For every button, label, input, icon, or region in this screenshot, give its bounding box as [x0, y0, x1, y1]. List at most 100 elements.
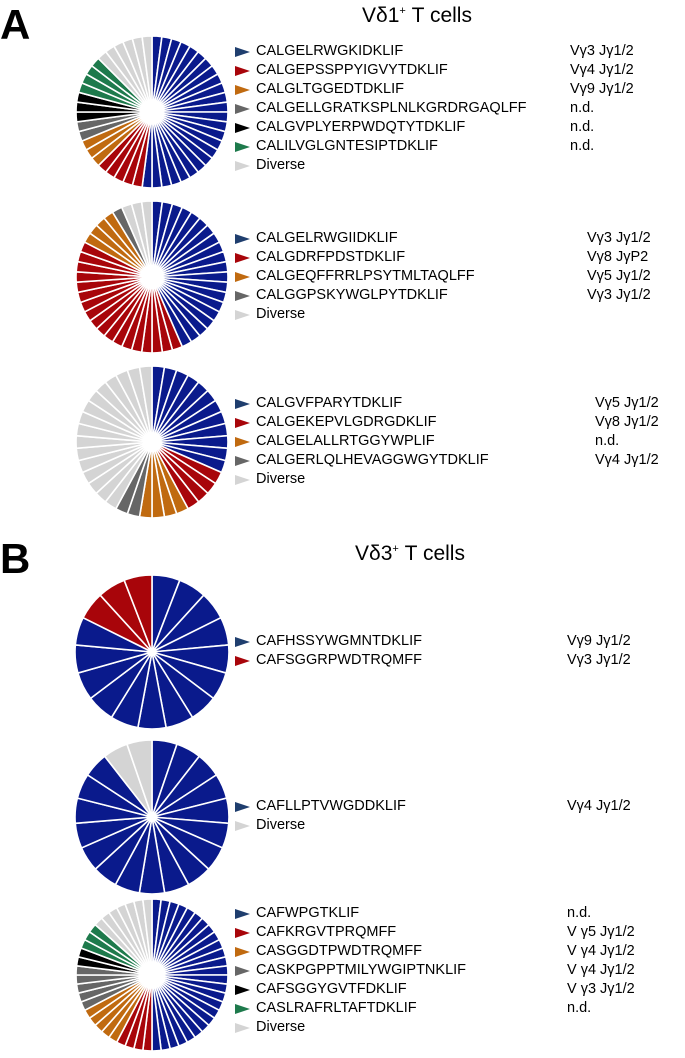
legend-item: Diverse: [235, 156, 526, 175]
pie-legend-5: CAFLLPTVWGDDKLIF Diverse: [235, 797, 406, 835]
legend-item: CALGELRWGKIDKLIF: [235, 42, 526, 61]
legend-sequence: CALGELRWGIIDKLIF: [256, 230, 398, 246]
legend-item: CALILVGLGNTESIPTDKLIF: [235, 137, 526, 156]
v-gene-label: Vγ3 Jγ1/2: [587, 287, 651, 303]
v-gene-label: Vγ5 Jγ1/2: [587, 268, 651, 284]
title-suffix: T cells: [398, 542, 465, 565]
v-gene-label: Vγ9 Jγ1/2: [570, 81, 634, 97]
legend-sequence: CAFSGGYGVTFDKLIF: [256, 981, 407, 997]
v-gene-label: Vγ4 Jγ1/2: [595, 452, 659, 468]
panel-b-label: B: [0, 535, 31, 582]
legend-arrow-icon: [235, 965, 250, 976]
legend-arrow-icon: [235, 141, 250, 152]
pie-slice-lightgray: [141, 898, 153, 976]
v-gene-label: V γ3 Jγ1/2: [567, 981, 635, 997]
legend-sequence: CALGEKEPVLGDRGDKLIF: [256, 414, 437, 430]
legend-item: CALGELRWGIIDKLIF: [235, 229, 475, 248]
legend-sequence: CAFLLPTVWGDDKLIF: [256, 798, 406, 814]
legend-item: CAFKRGVTPRQMFF: [235, 923, 466, 942]
legend-sequence: Diverse: [256, 471, 306, 487]
legend-sequence: CAFWPGTKLIF: [256, 905, 360, 921]
v-gene-label: n.d.: [567, 1000, 592, 1016]
legend-item: CALGELALLRTGGYWPLIF: [235, 432, 489, 451]
title-text: Vδ1: [362, 4, 400, 27]
legend-arrow-icon: [235, 65, 250, 76]
legend-sequence: CASGGDTPWDTRQMFF: [256, 943, 422, 959]
v-gene-label: n.d.: [595, 433, 620, 449]
pie-chart-2: [75, 200, 229, 354]
legend-arrow-icon: [235, 233, 250, 244]
legend-arrow-icon: [235, 271, 250, 282]
legend-sequence: CALGELALLRTGGYWPLIF: [256, 433, 435, 449]
v-gene-label: Vγ3 Jγ1/2: [570, 43, 634, 59]
v-gene-label: V γ5 Jγ1/2: [567, 924, 635, 940]
legend-sequence: CAFHSSYWGMNTDKLIF: [256, 633, 422, 649]
legend-sequence: CALGERLQLHEVAGGWGYTDKLIF: [256, 452, 489, 468]
v-gene-label: n.d.: [570, 119, 595, 135]
v-gene-label: Vγ8 Jγ1/2: [595, 414, 659, 430]
legend-arrow-icon: [235, 1003, 250, 1014]
pie-center-hole: [143, 268, 161, 286]
panel-b-title: Vδ3+ T cells: [355, 542, 465, 566]
legend-item: CALGELLGRATKSPLNLKGRDRGAQLFF: [235, 99, 526, 118]
title-suffix: T cells: [405, 4, 472, 27]
pie-chart-5: [74, 739, 230, 895]
legend-item: Diverse: [235, 305, 475, 324]
legend-arrow-icon: [235, 436, 250, 447]
pie-slice-lightgray: [140, 200, 153, 278]
v-gene-label: Vγ3 Jγ1/2: [567, 652, 631, 668]
legend-arrow-icon: [235, 309, 250, 320]
v-gene-label: Vγ4 Jγ1/2: [570, 62, 634, 78]
pie-legend-3: CALGVFPARYTDKLIF CALGEKEPVLGDRGDKLIF CALGE…: [235, 394, 489, 489]
legend-sequence: CALGDRFPDSTDKLIF: [256, 249, 406, 265]
legend-sequence: CALGVFPARYTDKLIF: [256, 395, 403, 411]
pie-chart-3: [75, 365, 229, 519]
legend-item: CALGGPSKYWGLPYTDKLIF: [235, 286, 475, 305]
v-gene-label: Vγ8 JγP2: [587, 249, 649, 265]
legend-item: CALGVFPARYTDKLIF: [235, 394, 489, 413]
legend-sequence: CASLRAFRLTAFTDKLIF: [256, 1000, 417, 1016]
pie-slice-lightgray: [138, 365, 153, 443]
legend-arrow-icon: [235, 927, 250, 938]
legend-item: Diverse: [235, 1018, 466, 1037]
pie-center-hole: [149, 649, 155, 655]
legend-arrow-icon: [235, 398, 250, 409]
legend-item: CALGDRFPDSTDKLIF: [235, 248, 475, 267]
legend-arrow-icon: [235, 417, 250, 428]
pie-legend-6: CAFWPGTKLIF CAFKRGVTPRQMFF CASGGDTPWDTRQMF…: [235, 904, 466, 1037]
legend-sequence: CALGELLGRATKSPLNLKGRDRGAQLFF: [256, 100, 527, 116]
pie-slice-lightgray: [125, 739, 153, 818]
legend-arrow-icon: [235, 290, 250, 301]
pie-chart-4: [74, 574, 230, 730]
pie-slice-red: [123, 574, 153, 653]
legend-item: CAFWPGTKLIF: [235, 904, 466, 923]
legend-sequence: Diverse: [256, 157, 306, 173]
legend-item: CASKPGPPTMILYWGIPTNKLIF: [235, 961, 466, 980]
pie-center-hole: [143, 433, 161, 451]
v-gene-label: n.d.: [570, 138, 595, 154]
panel-a-title: Vδ1+ T cells: [362, 4, 472, 28]
legend-sequence: CALGGPSKYWGLPYTDKLIF: [256, 287, 448, 303]
v-gene-label: Vγ3 Jγ1/2: [587, 230, 651, 246]
legend-item: Diverse: [235, 470, 489, 489]
panel-a-label: A: [0, 1, 31, 48]
legend-item: Diverse: [235, 816, 406, 835]
legend-arrow-icon: [235, 160, 250, 171]
v-gene-label: Vγ5 Jγ1/2: [595, 395, 659, 411]
v-gene-label: V γ4 Jγ1/2: [567, 943, 635, 959]
title-sup: +: [399, 5, 406, 17]
v-gene-label: Vγ9 Jγ1/2: [567, 633, 631, 649]
legend-item: CAFSGGYGVTFDKLIF: [235, 980, 466, 999]
legend-sequence: Diverse: [256, 306, 306, 322]
legend-arrow-icon: [235, 984, 250, 995]
legend-arrow-icon: [235, 908, 250, 919]
legend-arrow-icon: [235, 1022, 250, 1033]
legend-arrow-icon: [235, 474, 250, 485]
pie-chart-6: [75, 898, 229, 1052]
legend-arrow-icon: [235, 46, 250, 57]
pie-center-hole: [143, 966, 161, 984]
legend-item: CAFLLPTVWGDDKLIF: [235, 797, 406, 816]
title-text: Vδ3: [355, 542, 393, 565]
legend-sequence: CAFSGGRPWDTRQMFF: [256, 652, 422, 668]
pie-chart-1: [75, 35, 229, 189]
